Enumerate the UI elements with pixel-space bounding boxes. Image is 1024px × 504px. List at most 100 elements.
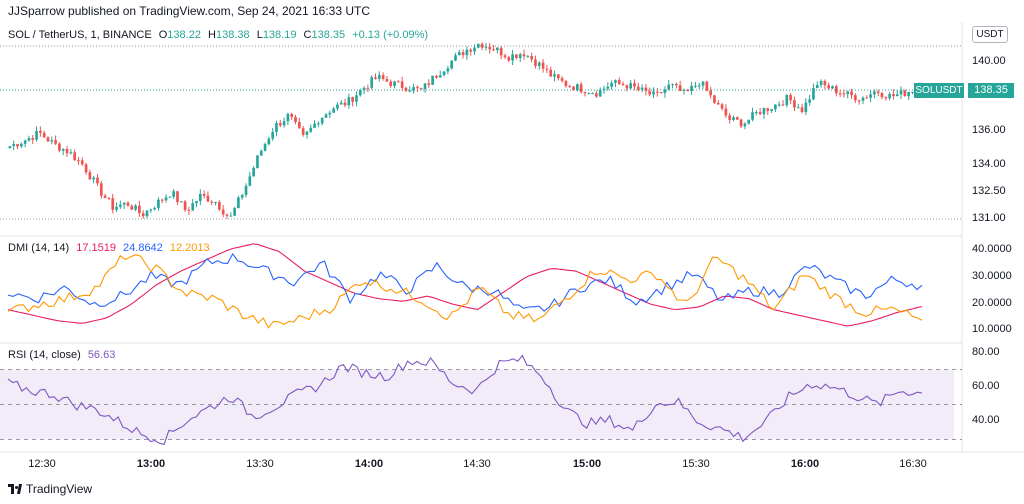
dmi-tick-label: 40.0000	[972, 243, 1012, 255]
candle-body	[865, 97, 869, 99]
candle-body	[202, 193, 206, 196]
candle-body	[823, 81, 827, 86]
candle-body	[122, 202, 126, 205]
dmi-tick-label: 10.0000	[972, 323, 1012, 335]
candle-body	[743, 123, 747, 127]
candle-body	[530, 55, 533, 60]
candle-body	[728, 115, 732, 120]
candle-body	[636, 86, 640, 90]
candle-body	[484, 46, 488, 48]
candle-body	[126, 202, 130, 206]
candle-body	[92, 177, 96, 180]
chart-canvas[interactable]	[0, 0, 1024, 480]
candle-body	[358, 89, 362, 96]
candle-body	[431, 75, 434, 85]
candle-body	[815, 84, 819, 89]
candle-body	[54, 140, 57, 144]
candle-body	[332, 108, 335, 113]
candle-body	[861, 97, 865, 101]
change-value: +0.13 (+0.09%)	[352, 29, 429, 41]
plus-di-value: 24.8642	[123, 242, 163, 254]
candle-body	[39, 130, 42, 133]
candle-body	[225, 214, 229, 216]
candle-body	[259, 150, 263, 156]
candle-body	[210, 201, 214, 203]
candle-body	[96, 177, 99, 184]
candle-body	[286, 113, 290, 122]
candle-body	[8, 146, 12, 149]
candle-body	[454, 55, 457, 61]
candle-body	[50, 140, 54, 142]
open-label: O	[158, 29, 168, 41]
candle-body	[84, 164, 88, 173]
tradingview-footer[interactable]: TradingView	[8, 482, 92, 496]
candle-body	[503, 55, 507, 58]
candle-body	[103, 195, 107, 198]
candle-body	[31, 138, 35, 140]
candle-body	[267, 138, 271, 145]
candle-body	[343, 102, 347, 106]
candle-body	[766, 108, 770, 112]
candle-body	[301, 128, 305, 135]
candle-body	[819, 81, 823, 85]
close-value: 138.35	[311, 29, 346, 41]
candle-body	[176, 191, 179, 203]
rsi-tick-label: 60.00	[972, 380, 1000, 392]
time-tick-label: 13:30	[246, 458, 274, 470]
candle-body	[442, 71, 446, 76]
candle-body	[808, 99, 811, 103]
candle-body	[796, 107, 800, 109]
candle-body	[774, 104, 777, 110]
price-tick-label: 132.50	[972, 185, 1006, 197]
candle-body	[496, 47, 499, 51]
candle-body	[697, 85, 701, 87]
candle-body	[732, 117, 735, 120]
candle-body	[591, 93, 594, 95]
price-tick-label: 131.00	[972, 212, 1006, 224]
candle-body	[317, 123, 320, 125]
dmi-tick-label: 30.0000	[972, 270, 1012, 282]
candle-body	[583, 92, 587, 94]
candle-body	[99, 183, 103, 196]
candle-body	[115, 206, 118, 210]
candle-body	[320, 117, 324, 124]
minus-di-value: 12.2013	[169, 242, 210, 254]
publisher-caption: JJSparrow published on TradingView.com, …	[8, 4, 370, 18]
candle-body	[298, 121, 301, 129]
time-tick-label: 16:00	[790, 458, 820, 470]
candle-body	[294, 116, 297, 122]
candle-body	[172, 191, 175, 197]
candle-body	[534, 59, 537, 66]
candle-body	[842, 93, 846, 95]
last-price-tag: 138.35	[968, 83, 1014, 98]
candle-body	[374, 77, 377, 79]
candle-body	[526, 55, 530, 57]
candle-body	[655, 91, 659, 93]
candle-body	[195, 200, 198, 204]
candle-body	[336, 104, 339, 109]
candle-body	[834, 86, 838, 94]
candle-body	[157, 199, 160, 208]
candle-body	[480, 43, 484, 48]
candle-body	[789, 95, 792, 101]
candle-body	[412, 87, 415, 91]
currency-button[interactable]: USDT	[972, 26, 1008, 43]
candle-body	[785, 95, 789, 106]
candle-body	[305, 131, 309, 135]
candle-body	[770, 109, 773, 112]
candle-body	[134, 205, 137, 210]
time-tick-label: 16:30	[899, 458, 927, 470]
rsi-series	[0, 354, 962, 445]
candle-body	[911, 91, 914, 93]
candle-body	[644, 87, 648, 92]
dmi-series	[7, 243, 923, 329]
candle-body	[46, 137, 50, 142]
candle-body	[560, 78, 564, 81]
candle-body	[80, 160, 84, 165]
candle-body	[884, 97, 888, 99]
low-value: 138.19	[262, 29, 297, 41]
candle-body	[903, 90, 907, 97]
candle-body	[610, 82, 613, 87]
candle-body	[229, 215, 233, 217]
time-tick-label: 15:30	[682, 458, 710, 470]
